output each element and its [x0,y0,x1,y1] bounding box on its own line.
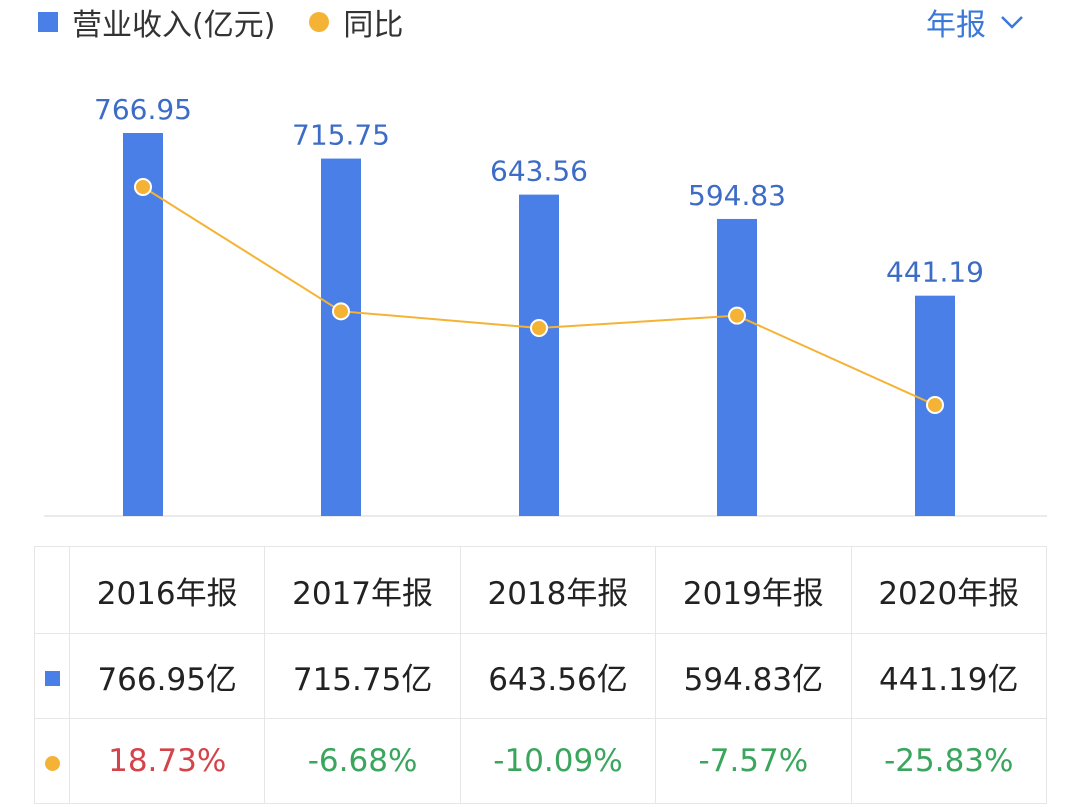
revenue-row-indicator [34,633,70,719]
yoy-point [530,318,548,337]
table-header-row: 2016年报 2017年报 2018年报 2019年报 2020年报 [34,546,1048,634]
yoy-legend-label: 同比 [343,8,404,43]
yoy-point [926,396,944,414]
chevron-down-icon [1001,16,1023,29]
revenue-square-icon [44,671,60,686]
yoy-cell: -6.68% [264,718,461,804]
revenue-cell: 766.95亿 [68,633,266,719]
revenue-cell: 441.19亿 [850,633,1048,719]
yoy-cell: -10.09% [459,718,657,804]
yoy-point [134,178,152,196]
table-header-cell: 2019年报 [655,546,852,634]
yoy-cell: -7.57% [655,718,852,804]
bar-value-label: 715.75 [292,119,390,152]
period-selector-label: 年报 [926,8,986,43]
data-table: 2016年报 2017年报 2018年报 2019年报 2020年报 766.9… [34,546,1048,804]
period-selector[interactable]: 年报 [926,0,1024,44]
revenue-chart: 766.95 715.75 643.56 594.83 441.19 [44,93,1047,517]
revenue-bar [519,194,559,516]
yoy-legend-dot-icon [309,12,330,32]
yoy-point [728,306,746,325]
yoy-row: 18.73% -6.68% -10.09% -7.57% -25.83% [34,718,1048,804]
yoy-point [332,302,350,321]
chart-legend: 营业收入(亿元) 同比 [38,0,403,44]
table-header-cell: 2018年报 [459,546,657,634]
revenue-cell: 715.75亿 [264,633,461,719]
table-header-cell: 2020年报 [850,546,1048,634]
yoy-dot-icon [44,756,60,771]
revenue-legend-square-icon [38,12,58,32]
revenue-row: 766.95亿 715.75亿 643.56亿 594.83亿 441.19亿 [34,633,1048,719]
yoy-row-indicator [34,718,70,804]
yoy-cell: 18.73% [68,718,266,804]
bar-value-label: 441.19 [886,256,984,289]
revenue-bar [321,158,361,516]
revenue-cell: 643.56亿 [459,633,657,719]
revenue-cell: 594.83亿 [655,633,852,719]
table-header-cell: 2017年报 [264,546,461,634]
bar-value-label: 766.95 [94,93,192,126]
table-corner-cell [34,546,70,634]
yoy-cell: -25.83% [850,718,1048,804]
bar-value-label: 594.83 [688,179,786,212]
revenue-bar [717,218,757,516]
table-header-cell: 2016年报 [68,546,266,634]
bar-value-label: 643.56 [490,155,588,188]
revenue-bar [123,133,163,516]
revenue-legend-label: 营业收入(亿元) [72,8,276,43]
